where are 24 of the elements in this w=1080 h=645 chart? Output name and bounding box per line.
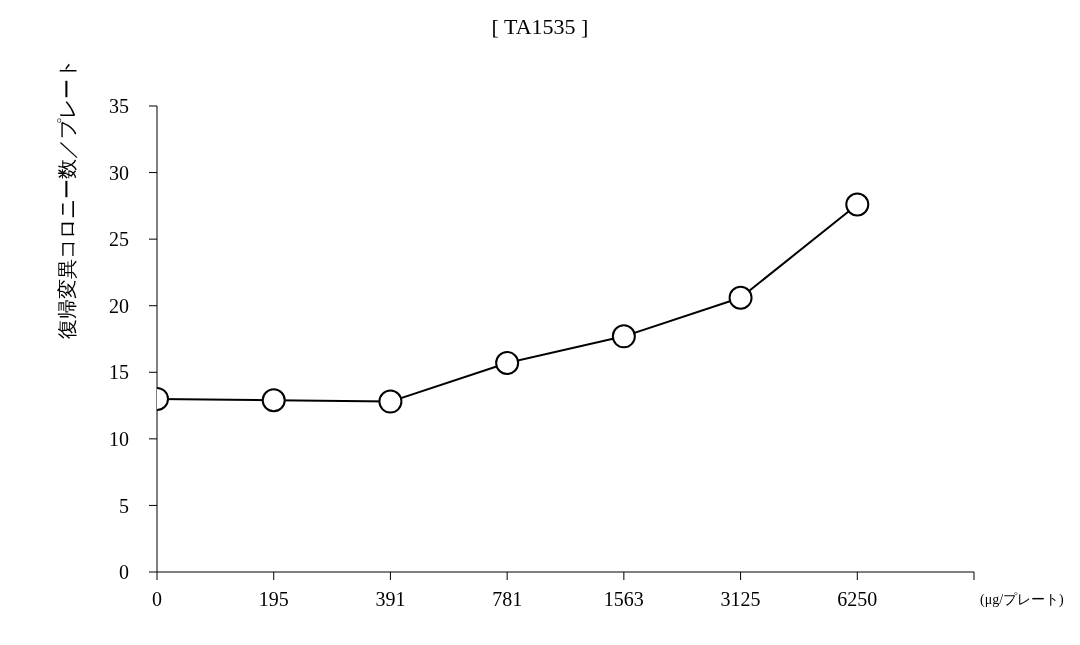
y-axis-title: 復帰変異コロニー数／プレート	[56, 59, 79, 339]
y-tick-label: 30	[109, 161, 129, 184]
x-tick-label: 195	[258, 588, 289, 611]
point	[611, 324, 636, 349]
x-axis-title: (μg/プレート)	[980, 592, 1065, 608]
point	[728, 285, 753, 310]
y-tick-label: 25	[109, 228, 129, 251]
y-tick-label: 15	[109, 361, 129, 384]
x-tick-label: 6250	[837, 588, 878, 611]
point	[378, 389, 403, 414]
x-tick-label: 781	[492, 588, 523, 611]
point	[495, 350, 520, 375]
x-tick-label: 0	[152, 588, 162, 611]
y-tick-label: 10	[109, 427, 129, 450]
x-tick-label: 391	[375, 588, 406, 611]
y-tick-label: 35	[109, 95, 129, 118]
y-tick-label: 20	[109, 294, 129, 317]
y-tick-label: 0	[119, 561, 129, 584]
point	[845, 192, 870, 217]
chart-title: [ TA1535 ]	[490, 14, 590, 40]
x-tick-label: 3125	[720, 588, 761, 611]
x-tick-label: 1563	[603, 588, 644, 611]
y-tick-label: 5	[119, 494, 129, 517]
point	[261, 388, 286, 413]
